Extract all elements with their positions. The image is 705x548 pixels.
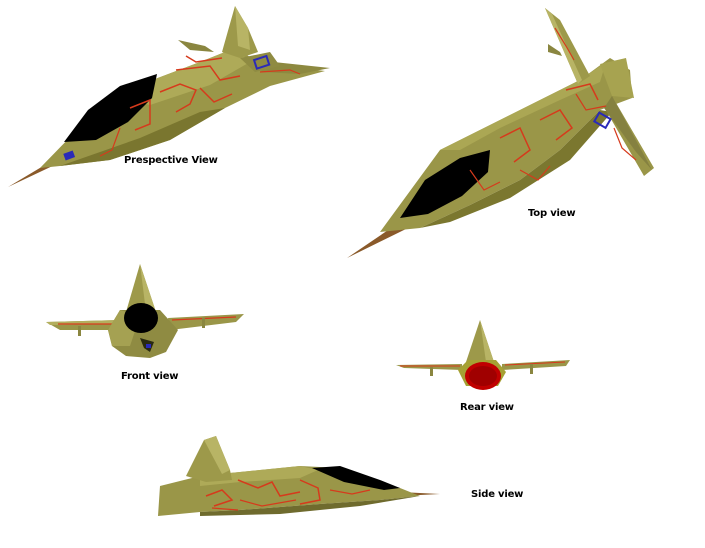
side-view-aircraft (158, 436, 440, 516)
rear-view-aircraft (396, 320, 570, 390)
front-view-aircraft (46, 264, 244, 358)
side-view-label: Side view (471, 489, 524, 500)
top-view-aircraft (347, 8, 654, 258)
front-view-label: Front view (121, 371, 179, 382)
perspective-view-aircraft (8, 6, 330, 187)
top-view-label: Top view (528, 208, 576, 219)
perspective-view-label: Prespective View (124, 155, 218, 166)
rear-view-label: Rear view (460, 402, 514, 413)
